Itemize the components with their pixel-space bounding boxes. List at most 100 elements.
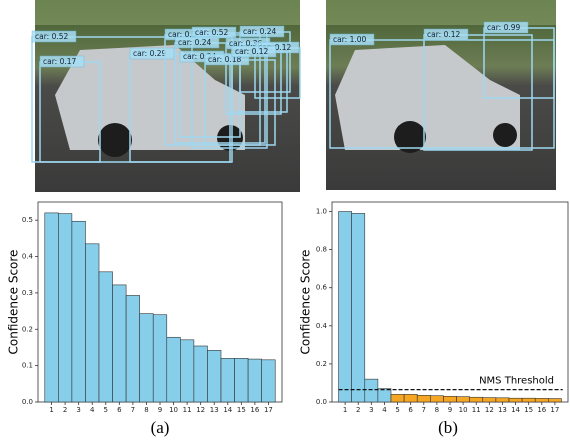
caption: (a) [151, 418, 170, 437]
bar [234, 358, 249, 403]
bar [377, 388, 392, 403]
x-tick-label: 6 [408, 406, 413, 414]
bar [482, 397, 497, 403]
bar [71, 220, 86, 403]
box-label-bg [329, 33, 375, 46]
x-tick-label: 15 [524, 406, 533, 414]
x-tick-label: 8 [435, 406, 439, 414]
y-tick-label: 0.3 [22, 289, 33, 297]
bar [125, 295, 140, 403]
box-label: car: 0.52 [35, 32, 69, 41]
bar [152, 314, 168, 403]
y-tick-label: 0.6 [316, 284, 328, 292]
x-tick-label: 3 [76, 406, 80, 414]
bar [430, 395, 444, 403]
bounding-box [423, 34, 533, 151]
box-label-bg [239, 25, 285, 38]
x-tick-label: 6 [117, 406, 122, 414]
y-tick-label: 0.5 [22, 216, 33, 224]
bar [166, 336, 181, 403]
box-label: car: 0.18 [208, 55, 242, 64]
x-tick-label: 11 [183, 406, 192, 414]
box-label: car: 0.29 [133, 49, 167, 58]
bar [403, 394, 418, 403]
x-tick-label: 2 [356, 406, 360, 414]
x-tick-label: 7 [131, 406, 135, 414]
bar [364, 378, 379, 403]
y-tick-label: 0.0 [316, 398, 327, 406]
x-tick-label: 13 [210, 406, 219, 414]
bar [495, 397, 510, 403]
bar [521, 397, 536, 403]
x-tick-label: 14 [223, 406, 232, 414]
x-tick-label: 15 [237, 406, 246, 414]
box-label-bg [483, 21, 529, 34]
y-tick-label: 0.4 [316, 322, 328, 330]
bar [247, 358, 262, 403]
x-tick-label: 14 [511, 406, 520, 414]
box-label: car: 0.12 [235, 47, 269, 56]
bar [548, 398, 562, 403]
bar [351, 213, 366, 403]
threshold-label: NMS Threshold [479, 376, 554, 387]
x-tick-label: 12 [196, 406, 205, 414]
bar [58, 213, 73, 403]
x-tick-label: 2 [63, 406, 67, 414]
y-tick-label: 0.8 [316, 246, 327, 254]
bar [508, 397, 523, 403]
bar [469, 396, 484, 403]
bar [98, 271, 113, 403]
charts: 0.00.10.20.30.40.51 2 3 4 5 6 7 8 9 10 11 12 13 14 15 1… [7, 201, 569, 414]
box-label-bg [423, 28, 469, 41]
x-tick-label: 1 [49, 406, 53, 414]
box-label: car: 0.24 [243, 27, 277, 36]
x-tick-label: 8 [144, 406, 148, 414]
bar [456, 396, 470, 403]
bar [139, 313, 154, 403]
bar [85, 243, 100, 403]
x-tick-label: 7 [422, 406, 426, 414]
x-tick-label: 17 [550, 406, 559, 414]
bar [390, 394, 405, 403]
x-tick-label: 17 [264, 406, 273, 414]
x-tick-label: 12 [485, 406, 494, 414]
x-tick-label: 9 [158, 406, 162, 414]
y-tick-label: 0.2 [22, 325, 33, 333]
y-axis-label: Confidence Score [7, 250, 21, 355]
box-label: car: 0.24 [183, 52, 217, 61]
box-label: car: 0.17 [43, 57, 77, 66]
bar [180, 339, 195, 403]
x-tick-label: 10 [169, 406, 178, 414]
x-tick-label: 5 [395, 406, 399, 414]
box-label-bg [231, 45, 277, 58]
y-tick-label: 0.1 [22, 362, 33, 370]
box-label: car: 0.99 [487, 23, 521, 32]
x-tick-label: 4 [90, 406, 95, 414]
bar [112, 284, 127, 403]
x-tick-label: 16 [537, 406, 546, 414]
x-tick-label: 5 [104, 406, 108, 414]
y-tick-label: 0.4 [22, 253, 34, 261]
y-axis-label: Confidence Score [299, 250, 313, 355]
y-tick-label: 1.0 [316, 208, 327, 216]
x-tick-label: 11 [472, 406, 481, 414]
bar [261, 359, 276, 403]
x-tick-label: 13 [498, 406, 507, 414]
x-tick-label: 4 [382, 406, 387, 414]
x-tick-label: 16 [250, 406, 259, 414]
box-label: car: 0.5 [168, 30, 197, 39]
box-label-bg [31, 30, 77, 43]
box-label-bg [174, 36, 220, 49]
x-tick-label: 1 [343, 406, 347, 414]
x-tick-label: 10 [459, 406, 468, 414]
box-label: car: 0.52 [195, 28, 229, 37]
y-tick-label: 0.2 [316, 360, 327, 368]
box-label: car: 0.24 [178, 38, 212, 47]
bar [220, 358, 235, 403]
box-label-bg [129, 47, 175, 60]
box-label-bg [204, 53, 250, 66]
bar [338, 211, 352, 403]
bar [207, 350, 222, 403]
plot-frame [331, 201, 569, 403]
